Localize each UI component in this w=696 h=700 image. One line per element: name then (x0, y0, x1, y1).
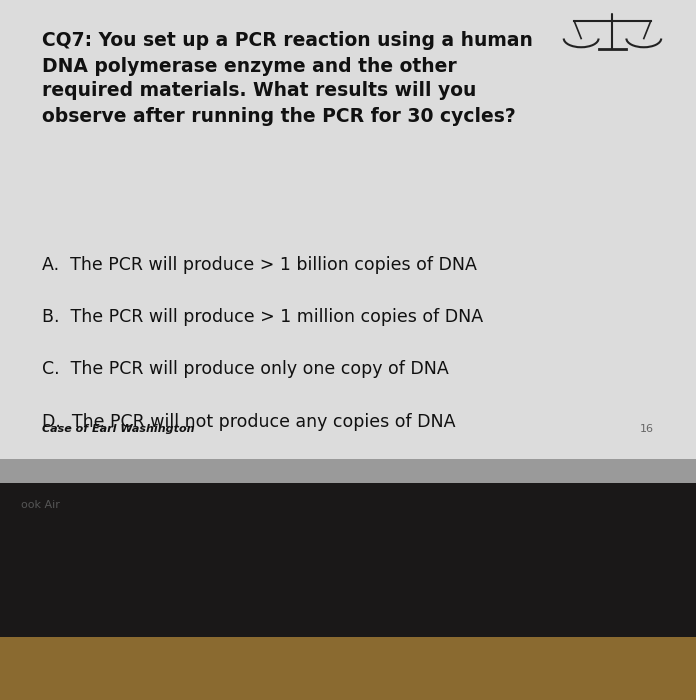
Text: D.  The PCR will not produce any copies of DNA: D. The PCR will not produce any copies o… (42, 413, 455, 431)
Text: Case of Earl Washington: Case of Earl Washington (42, 424, 194, 433)
Text: 16: 16 (640, 424, 654, 433)
Bar (0, 483, 696, 637)
Bar (0, 0, 696, 458)
Text: ook Air: ook Air (21, 500, 60, 510)
Bar (0, 637, 696, 700)
Text: CQ7: You set up a PCR reaction using a human
DNA polymerase enzyme and the other: CQ7: You set up a PCR reaction using a h… (42, 32, 532, 125)
Text: A.  The PCR will produce > 1 billion copies of DNA: A. The PCR will produce > 1 billion copi… (42, 256, 477, 274)
Bar (0, 458, 696, 483)
Text: B.  The PCR will produce > 1 million copies of DNA: B. The PCR will produce > 1 million copi… (42, 308, 483, 326)
Text: C.  The PCR will produce only one copy of DNA: C. The PCR will produce only one copy of… (42, 360, 448, 379)
